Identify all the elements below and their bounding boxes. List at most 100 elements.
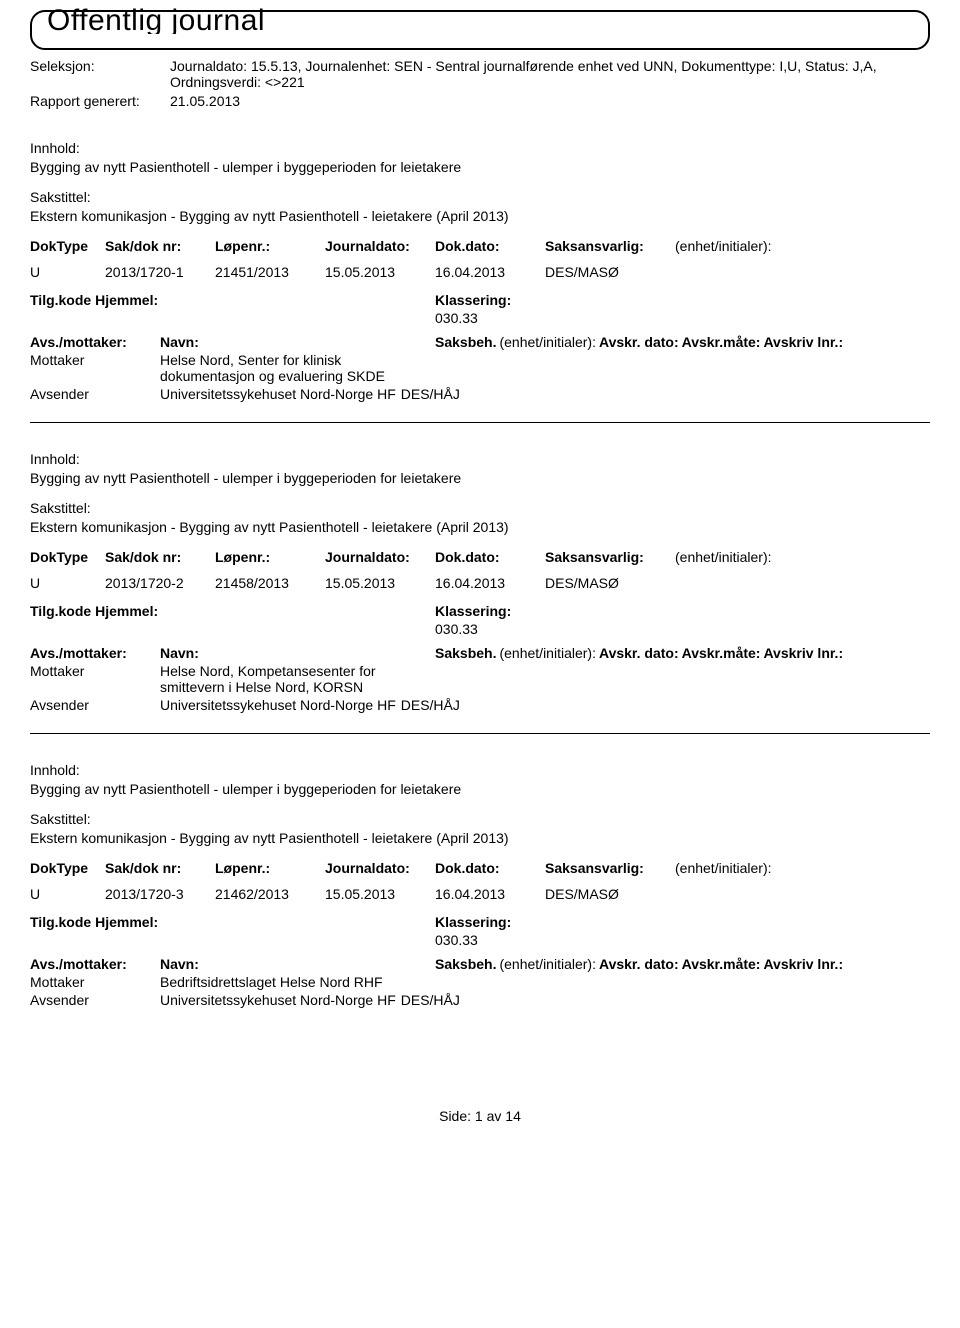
sakdok-value: 2013/1720-1 [105, 264, 215, 280]
saksbeh-header-group: Saksbeh. (enhet/initialer): Avskr. dato:… [435, 334, 930, 350]
innhold-text: Bygging av nytt Pasienthotell - ulemper … [30, 470, 930, 486]
avs-mottaker-header: Avs./mottaker: [30, 956, 160, 972]
avskr-dato-header: Avskr. dato: [599, 645, 679, 661]
doc-value-row: U 2013/1720-1 21451/2013 15.05.2013 16.0… [30, 264, 930, 280]
sakstittel-label: Sakstittel: [30, 811, 930, 827]
avsender-row: Avsender Universitetssykehuset Nord-Norg… [30, 992, 930, 1008]
class-header-row: Tilg.kode Hjemmel: Klassering: [30, 292, 930, 308]
doktype-value: U [30, 886, 105, 902]
navn-header: Navn: [160, 334, 435, 350]
saksansvarlig-value: DES/MASØ [545, 886, 675, 902]
entries-list: Innhold: Bygging av nytt Pasienthotell -… [30, 112, 930, 1028]
lopenr-header: Løpenr.: [215, 549, 325, 565]
journal-entry: Innhold: Bygging av nytt Pasienthotell -… [30, 112, 930, 423]
avskr-mate-header: Avskr.måte: [682, 956, 761, 972]
journaldato-value: 15.05.2013 [325, 264, 435, 280]
saksansvarlig-header: Saksansvarlig: [545, 238, 675, 254]
class-header-row: Tilg.kode Hjemmel: Klassering: [30, 603, 930, 619]
avsender-value: Universitetssykehuset Nord-Norge HF [160, 697, 396, 713]
mottaker-row: Mottaker Bedriftsidrettslaget Helse Nord… [30, 974, 930, 990]
navn-header: Navn: [160, 956, 435, 972]
avsender-row: Avsender Universitetssykehuset Nord-Norg… [30, 697, 930, 713]
seleksjon-row: Seleksjon: Journaldato: 15.5.13, Journal… [30, 58, 930, 90]
page-footer: Side: 1 av 14 [30, 1108, 930, 1124]
journal-entry: Innhold: Bygging av nytt Pasienthotell -… [30, 734, 930, 1028]
saksbeh-header-group: Saksbeh. (enhet/initialer): Avskr. dato:… [435, 956, 930, 972]
saksansvarlig-value: DES/MASØ [545, 264, 675, 280]
avsender-row: Avsender Universitetssykehuset Nord-Norg… [30, 386, 930, 402]
mottaker-label: Mottaker [30, 663, 160, 695]
dokdato-value: 16.04.2013 [435, 264, 545, 280]
lopenr-value: 21451/2013 [215, 264, 325, 280]
avsender-unit: DES/HÅJ [401, 386, 460, 402]
saksansvarlig-value: DES/MASØ [545, 575, 675, 591]
saksansvarlig-header: Saksansvarlig: [545, 549, 675, 565]
avskriv-lnr-header: Avskriv lnr.: [763, 645, 843, 661]
avs-mottaker-header: Avs./mottaker: [30, 645, 160, 661]
journal-entry: Innhold: Bygging av nytt Pasienthotell -… [30, 423, 930, 734]
journaldato-value: 15.05.2013 [325, 886, 435, 902]
saksbeh-enhet-header: (enhet/initialer): [499, 956, 596, 972]
people-header-row: Avs./mottaker: Navn: Saksbeh. (enhet/ini… [30, 645, 930, 661]
side-label: Side: [439, 1108, 471, 1124]
sakstittel-label: Sakstittel: [30, 500, 930, 516]
mottaker-value: Helse Nord, Senter for klinisk dokumenta… [160, 352, 430, 384]
sakstittel-text: Ekstern komunikasjon - Bygging av nytt P… [30, 830, 930, 846]
avskr-mate-header: Avskr.måte: [682, 645, 761, 661]
avskr-dato-header: Avskr. dato: [599, 956, 679, 972]
avsender-value-group: Universitetssykehuset Nord-Norge HF DES/… [160, 697, 460, 713]
tilg-hjemmel-header: Tilg.kode Hjemmel: [30, 914, 435, 930]
mottaker-label: Mottaker [30, 352, 160, 384]
innhold-label: Innhold: [30, 451, 930, 467]
av-label: av [487, 1108, 502, 1124]
klassering-value: 030.33 [435, 310, 930, 326]
tilg-hjemmel-header: Tilg.kode Hjemmel: [30, 603, 435, 619]
avsender-value: Universitetssykehuset Nord-Norge HF [160, 386, 396, 402]
enhet-initialer-value [675, 575, 825, 591]
saksansvarlig-header: Saksansvarlig: [545, 860, 675, 876]
journaldato-value: 15.05.2013 [325, 575, 435, 591]
class-value-row: 030.33 [30, 932, 930, 948]
rapport-label: Rapport generert: [30, 93, 170, 109]
enhet-initialer-header: (enhet/initialer): [675, 549, 825, 565]
enhet-initialer-header: (enhet/initialer): [675, 238, 825, 254]
dokdato-header: Dok.dato: [435, 238, 545, 254]
rapport-row: Rapport generert: 21.05.2013 [30, 93, 930, 109]
tilg-hjemmel-value [30, 310, 435, 326]
innhold-label: Innhold: [30, 762, 930, 778]
doktype-header: DokType [30, 238, 105, 254]
tilg-hjemmel-header: Tilg.kode Hjemmel: [30, 292, 435, 308]
journal-page: Offentlig journal Seleksjon: Journaldato… [0, 0, 960, 1144]
dokdato-value: 16.04.2013 [435, 886, 545, 902]
saksbeh-header-group: Saksbeh. (enhet/initialer): Avskr. dato:… [435, 645, 930, 661]
mottaker-row: Mottaker Helse Nord, Senter for klinisk … [30, 352, 930, 384]
journaldato-header: Journaldato: [325, 860, 435, 876]
lopenr-value: 21458/2013 [215, 575, 325, 591]
innhold-text: Bygging av nytt Pasienthotell - ulemper … [30, 159, 930, 175]
mottaker-value: Bedriftsidrettslaget Helse Nord RHF [160, 974, 430, 990]
people-header-row: Avs./mottaker: Navn: Saksbeh. (enhet/ini… [30, 334, 930, 350]
people-header-row: Avs./mottaker: Navn: Saksbeh. (enhet/ini… [30, 956, 930, 972]
avsender-value-group: Universitetssykehuset Nord-Norge HF DES/… [160, 992, 460, 1008]
klassering-header: Klassering: [435, 292, 930, 308]
lopenr-header: Løpenr.: [215, 238, 325, 254]
saksbeh-header: Saksbeh. [435, 956, 496, 972]
doktype-header: DokType [30, 549, 105, 565]
mottaker-value: Helse Nord, Kompetansesenter for smittev… [160, 663, 430, 695]
lopenr-header: Løpenr.: [215, 860, 325, 876]
avskr-dato-header: Avskr. dato: [599, 334, 679, 350]
saksbeh-header: Saksbeh. [435, 334, 496, 350]
klassering-header: Klassering: [435, 603, 930, 619]
sakstittel-label: Sakstittel: [30, 189, 930, 205]
doktype-header: DokType [30, 860, 105, 876]
tilg-hjemmel-value [30, 621, 435, 637]
klassering-header: Klassering: [435, 914, 930, 930]
enhet-initialer-value [675, 264, 825, 280]
saksbeh-enhet-header: (enhet/initialer): [499, 645, 596, 661]
avsender-value: Universitetssykehuset Nord-Norge HF [160, 992, 396, 1008]
klassering-value: 030.33 [435, 621, 930, 637]
class-value-row: 030.33 [30, 310, 930, 326]
title-box: Offentlig journal [30, 10, 930, 50]
avs-mottaker-header: Avs./mottaker: [30, 334, 160, 350]
doc-value-row: U 2013/1720-3 21462/2013 15.05.2013 16.0… [30, 886, 930, 902]
